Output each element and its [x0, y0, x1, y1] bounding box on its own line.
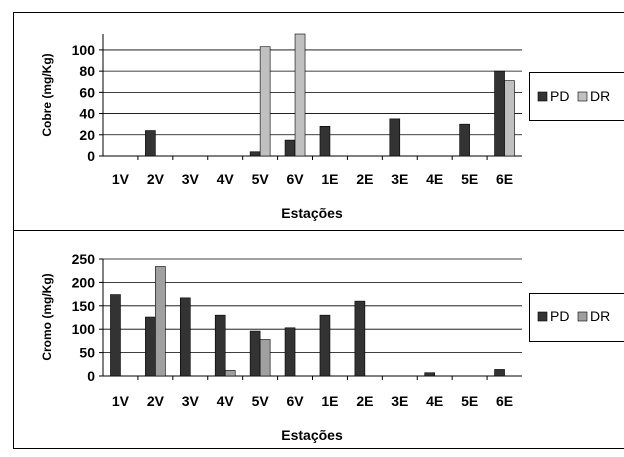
y-tick-labels: 0 20 40 60 80 100 [72, 42, 103, 164]
y-tick-label: 80 [79, 63, 95, 79]
bar-pd-2v [145, 316, 156, 377]
legend-label-dr: DR [590, 308, 610, 324]
gridlines [103, 258, 522, 354]
y-tick-label: 100 [72, 42, 96, 58]
y-tick-label: 100 [72, 321, 96, 337]
bar-pd-3e [389, 118, 401, 157]
bar-pd-3v [179, 297, 191, 377]
category-label: 6V [286, 171, 304, 187]
category-label: 1E [321, 171, 338, 187]
legend: PD DR [529, 72, 624, 121]
category-label: 3V [182, 171, 200, 187]
y-tick-label: 250 [72, 251, 96, 267]
legend-label-pd: PD [550, 308, 569, 324]
category-label: 6E [496, 171, 513, 187]
bar-pd-1e [319, 314, 331, 377]
legend-swatch-dr [577, 91, 588, 102]
bar-pd-5v [249, 330, 261, 377]
category-label: 2V [147, 171, 165, 187]
category-label: 3E [391, 171, 408, 187]
bar-pd-1v [110, 294, 121, 377]
category-label: 3E [391, 393, 408, 409]
y-tick-label: 20 [79, 127, 95, 143]
bar-pd-6e [494, 70, 505, 157]
bar-pd-6e [494, 369, 505, 377]
bar-pd-6v [284, 139, 296, 157]
category-labels: 1V 2V 3V 4V 5V 6V 1E 2E 3E 4E 5E 6E [112, 156, 513, 187]
category-label: 4E [426, 393, 443, 409]
bar-pd-2v [145, 130, 156, 157]
bar-dr-2v [155, 266, 166, 377]
chart-panel-cobre: 0 20 40 60 80 100 1V 2V 3V 4V 5V 6V 1E 2E 3E 4E 5E 6E Co… [13, 12, 624, 231]
bar-pd-6v [284, 327, 296, 377]
y-tick-label: 0 [87, 368, 95, 384]
legend: PD DR [529, 293, 624, 342]
category-label: 1E [321, 393, 338, 409]
y-axis-title: Cromo (mg/Kg) [40, 273, 54, 360]
bars [145, 33, 515, 157]
category-label: 1V [112, 393, 130, 409]
y-tick-label: 150 [72, 298, 96, 314]
y-tick-labels: 0 50 100 150 200 250 [72, 251, 103, 384]
category-label: 1V [112, 171, 130, 187]
category-label: 5E [461, 171, 478, 187]
y-tick-label: 200 [72, 274, 96, 290]
category-label: 4E [426, 171, 443, 187]
y-axis-title: Cobre (mg/Kg) [40, 53, 54, 136]
category-label: 2E [356, 171, 373, 187]
legend-swatch-pd [537, 91, 548, 102]
y-tick-label: 0 [87, 148, 95, 164]
gridlines [103, 49, 522, 136]
category-label: 6E [496, 393, 513, 409]
category-label: 3V [182, 393, 200, 409]
category-label: 5V [252, 171, 270, 187]
category-label: 2E [356, 393, 373, 409]
bar-dr-4v [224, 370, 236, 377]
y-tick-label: 40 [79, 106, 95, 122]
bar-pd-4e [424, 372, 436, 377]
legend-swatch-dr [577, 311, 588, 322]
bar-pd-1e [319, 125, 331, 157]
category-label: 2V [147, 393, 165, 409]
bar-pd-5e [459, 123, 470, 157]
bar-dr-6e [504, 80, 515, 157]
legend-label-dr: DR [590, 88, 610, 104]
category-label: 4V [217, 393, 235, 409]
category-labels: 1V 2V 3V 4V 5V 6V 1E 2E 3E 4E 5E 6E [112, 376, 513, 409]
bar-dr-5v [259, 46, 271, 157]
category-label: 6V [286, 393, 304, 409]
y-tick-label: 60 [79, 84, 95, 100]
bar-dr-5v [259, 339, 271, 377]
legend-label-pd: PD [550, 88, 569, 104]
bar-pd-5v [249, 151, 261, 157]
bar-dr-6v [294, 33, 306, 157]
category-label: 4V [217, 171, 235, 187]
category-label: 5E [461, 393, 478, 409]
chart-panel-cromo: 0 50 100 150 200 250 1V 2V 3V 4V 5V 6V 1E 2E 3E 4E 5E 6E… [13, 230, 624, 449]
y-tick-label: 50 [79, 345, 95, 361]
legend-swatch-pd [537, 311, 548, 322]
bar-pd-2e [354, 300, 366, 377]
x-axis-title: Estações [281, 205, 343, 221]
bars [110, 266, 505, 377]
x-axis-title: Estações [281, 427, 343, 443]
panel-frame [13, 12, 624, 231]
bar-pd-4v [214, 314, 226, 377]
category-label: 5V [252, 393, 270, 409]
